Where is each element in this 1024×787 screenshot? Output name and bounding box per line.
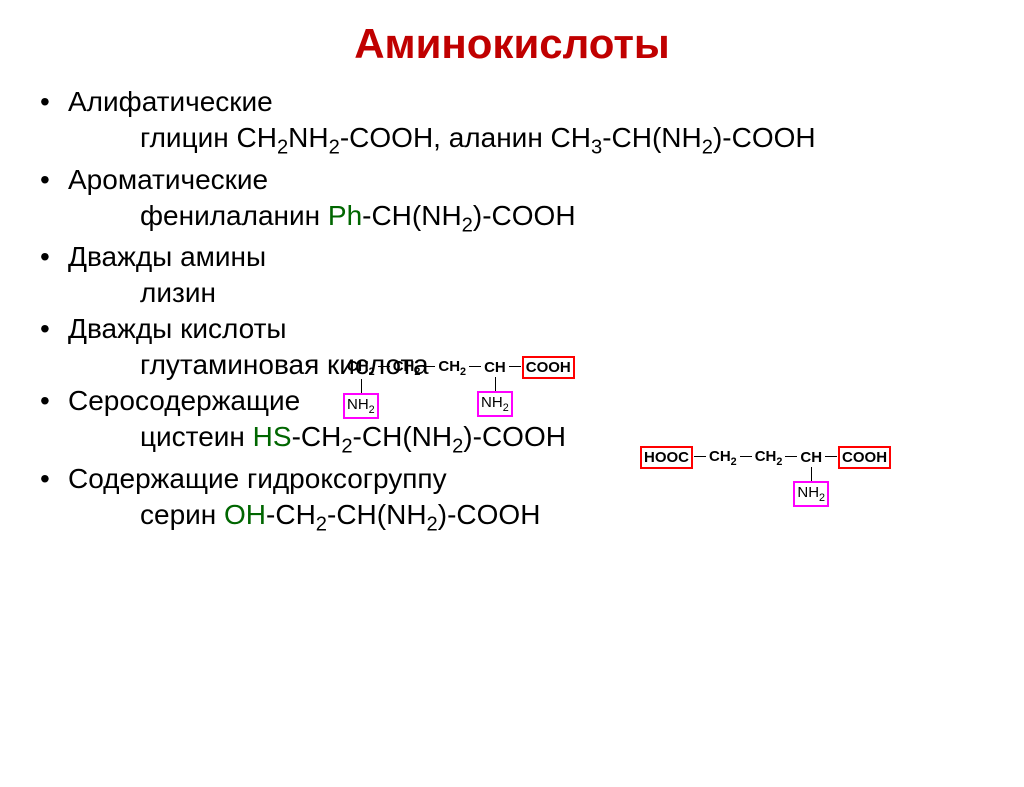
formula-part: CH: [237, 122, 277, 153]
glutamic-chain: HOOC CH2 CH2 CH COOH: [640, 446, 891, 469]
formula-part: -CH(NH: [602, 122, 702, 153]
chem-group: CH2: [391, 357, 423, 379]
category-row: •Дважды кислоты: [40, 313, 1024, 345]
formula-part: NH: [288, 122, 328, 153]
formula-part: -CH(NH: [353, 421, 453, 452]
glutamic-structure: HOOCCH2CH2CHCOOH NH2: [640, 446, 891, 469]
formula-part: )-COOH: [713, 122, 816, 153]
accent-group: HS: [253, 421, 292, 452]
category-row: •Ароматические: [40, 164, 1024, 196]
chem-group: COOH: [838, 446, 891, 469]
chem-group: NH2: [477, 391, 513, 417]
chem-group: CH: [798, 448, 824, 467]
chem-group: HOOC: [640, 446, 693, 469]
category-label: Ароматические: [68, 164, 268, 196]
formula-part: -CH(NH: [327, 499, 427, 530]
formula-part: -CH(NH: [362, 200, 462, 231]
example-prefix: серин: [140, 499, 224, 530]
bullet: •: [40, 463, 68, 495]
bond-vline: [361, 379, 362, 393]
subscript: 2: [462, 214, 473, 236]
bond-dash: [469, 366, 481, 367]
subscript: 2: [277, 137, 288, 159]
bullet: •: [40, 86, 68, 118]
bond-dash: [509, 366, 521, 367]
example-prefix: глицин: [140, 122, 237, 153]
title-text: Аминокислоты: [354, 20, 670, 67]
bond-dash: [378, 366, 390, 367]
page-title: Аминокислоты: [0, 20, 1024, 68]
category-label: Серосодержащие: [68, 385, 300, 417]
example-prefix: цистеин: [140, 421, 253, 452]
subscript: 2: [427, 513, 438, 535]
chem-group: NH2: [343, 393, 379, 419]
formula-part: )-COOH: [438, 499, 541, 530]
bond-dash: [825, 456, 837, 457]
category-row: •Серосодержащие: [40, 385, 1024, 417]
accent-group: OH: [224, 499, 266, 530]
bond-vline: [495, 377, 496, 391]
chem-group: COOH: [522, 356, 575, 379]
chem-group: CH2: [753, 447, 785, 469]
bond-dash: [694, 456, 706, 457]
bullet: •: [40, 385, 68, 417]
category-label: Дважды амины: [68, 241, 266, 273]
lysine-structure: CH2CH2CH2CHCOOH NH2NH2: [345, 356, 575, 379]
subscript: 2: [702, 137, 713, 159]
example-line: фенилаланин Ph-CH(NH2)-COOH: [40, 200, 1024, 238]
category-label: Содержащие гидроксогруппу: [68, 463, 447, 495]
example-prefix: фенилаланин: [140, 200, 328, 231]
example-line: серин OH-CH2-CH(NH2)-COOH: [40, 499, 1024, 537]
chem-group: CH: [482, 358, 508, 377]
bullet: •: [40, 313, 68, 345]
chem-group: NH2: [793, 481, 829, 507]
subscript: 2: [341, 436, 352, 458]
formula-part: )-COOH: [463, 421, 566, 452]
formula-part: -CH: [266, 499, 316, 530]
subscript: 2: [316, 513, 327, 535]
bond-dash: [740, 456, 752, 457]
subscript: 2: [452, 436, 463, 458]
bullet: •: [40, 164, 68, 196]
formula-part: )-COOH: [473, 200, 576, 231]
category-label: Дважды кислоты: [68, 313, 287, 345]
bond-dash: [785, 456, 797, 457]
chem-group: CH2: [707, 447, 739, 469]
bond-vline: [811, 467, 812, 481]
formula-part: -CH: [292, 421, 342, 452]
formula-part: -COOH, аланин CH: [340, 122, 591, 153]
category-row: •Алифатические: [40, 86, 1024, 118]
accent-group: Ph: [328, 200, 362, 231]
category-row: •Дважды амины: [40, 241, 1024, 273]
category-label: Алифатические: [68, 86, 273, 118]
example-line: лизин: [40, 277, 1024, 309]
subscript: 2: [329, 137, 340, 159]
chem-group: CH2: [436, 357, 468, 379]
bond-dash: [423, 366, 435, 367]
example-prefix: лизин: [140, 277, 216, 308]
lysine-chain: CH2 CH2 CH2 CH COOH: [345, 356, 575, 379]
subscript: 3: [591, 137, 602, 159]
chem-group: CH2: [345, 357, 377, 379]
example-line: глицин CH2NH2-COOH, аланин CH3-CH(NH2)-C…: [40, 122, 1024, 160]
bullet: •: [40, 241, 68, 273]
